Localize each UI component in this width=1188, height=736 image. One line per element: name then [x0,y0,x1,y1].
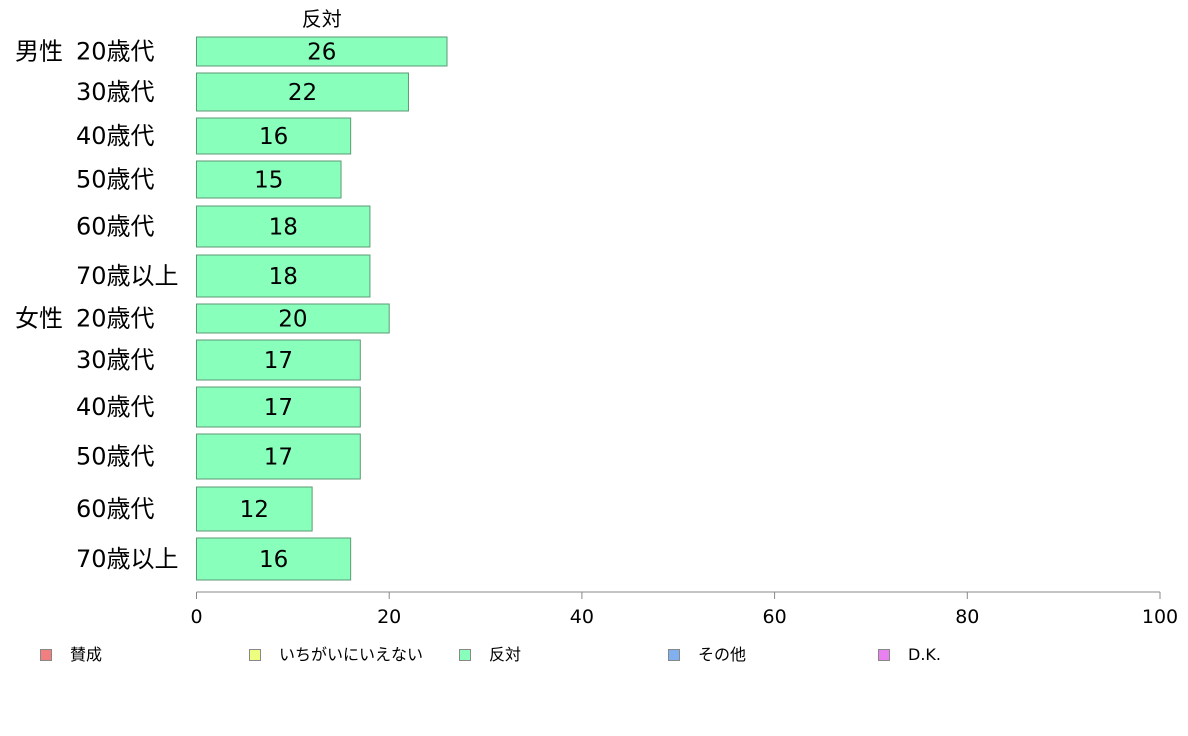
bar-value-label: 22 [288,80,317,106]
category-label: 20歳代 [76,38,155,66]
bar [196,72,409,112]
category-label: 30歳代 [76,346,155,374]
bar-value-label: 12 [240,497,269,523]
bar-value-label: 17 [264,348,293,374]
x-tick-label: 80 [955,606,979,628]
legend-item: D.K. [878,645,941,665]
bar [196,36,448,67]
bar-value-label: 26 [307,40,336,66]
legend-label: いちがいにいえない [279,645,424,664]
bar-value-label: 17 [264,395,293,421]
x-axis: 0 20 40 60 80 100 [190,591,1178,628]
bar-value-label: 15 [254,168,283,194]
category-label: 50歳代 [76,443,155,471]
legend-swatch [40,649,52,661]
bar [196,339,361,381]
category-label: 70歳以上 [76,545,179,573]
legend-label: その他 [698,645,747,664]
bar [196,160,342,199]
bar-value-label: 18 [269,264,298,290]
bar [196,117,352,155]
category-label: 40歳代 [76,393,155,421]
category-label: 60歳代 [76,213,155,241]
series-header: 反対 [302,7,342,31]
legend-item: いちがいにいえない [249,645,423,665]
bar-value-label: 20 [278,307,307,333]
legend-item: 賛成 [40,645,102,665]
series-header-label: 反対 [302,7,342,31]
x-tick-label: 100 [1142,606,1178,628]
legend-swatch [668,649,680,661]
bar-value-label: 16 [259,547,288,573]
bar [196,254,371,298]
bar-value-label: 17 [264,445,293,471]
group-label: 男性 [15,38,63,66]
category-label: 70歳以上 [76,262,179,290]
legend-label: 賛成 [70,645,103,664]
legend-label: D.K. [908,645,941,664]
legend-label: 反対 [489,645,522,664]
category-label: 20歳代 [76,305,155,333]
bar [196,386,361,428]
bar [196,303,390,334]
category-label: 30歳代 [76,78,155,106]
legend-swatch [249,649,261,661]
bar [196,205,371,248]
bar-value-label: 16 [259,124,288,150]
group-label: 女性 [15,305,63,333]
x-tick-label: 0 [190,606,202,628]
category-label: 50歳代 [76,166,155,194]
bar [196,537,352,581]
category-label: 40歳代 [76,122,155,150]
bar-value-label: 18 [269,215,298,241]
legend-item: その他 [668,645,746,665]
legend: 賛成 いちがいにいえない 反対 その他 D.K. [0,645,1188,669]
legend-item: 反対 [459,645,521,665]
bar [196,433,361,480]
legend-swatch [878,649,890,661]
x-tick-label: 60 [763,606,787,628]
category-label: 60歳代 [76,495,155,523]
legend-swatch [459,649,471,661]
x-tick-label: 20 [377,606,401,628]
x-tick-label: 40 [570,606,594,628]
bar [196,486,313,532]
